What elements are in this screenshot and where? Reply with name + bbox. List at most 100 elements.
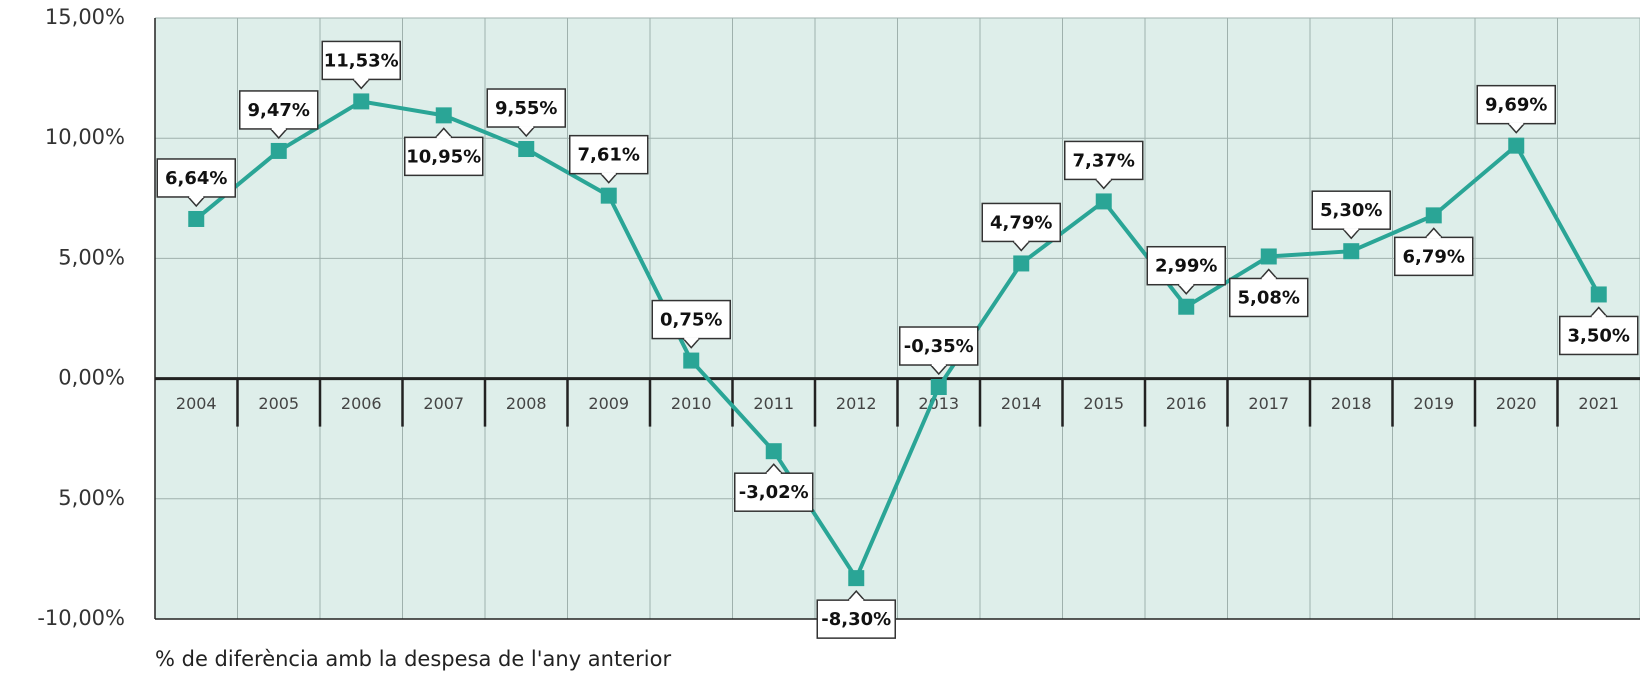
data-point (848, 570, 865, 587)
data-point (1095, 193, 1112, 210)
label-box (569, 134, 649, 175)
value-label-box: 6,64% (156, 158, 236, 208)
x-tick-label: 2018 (1331, 394, 1372, 413)
value-label-box: -8,30% (816, 590, 896, 639)
data-point (518, 141, 535, 158)
label-box (1394, 236, 1474, 277)
label-pointer (187, 196, 205, 208)
value-label: -3,02% (739, 482, 809, 503)
caption: % de diferència amb la despesa de l'any … (155, 647, 671, 671)
label-box (1064, 140, 1144, 181)
data-point (1013, 255, 1030, 272)
data-point (1178, 298, 1195, 315)
value-label-box: 2,99% (1146, 245, 1226, 295)
value-label: -8,30% (821, 609, 891, 630)
data-point (600, 187, 617, 204)
label-pointer (600, 173, 618, 184)
x-tick-label: 2010 (671, 394, 712, 413)
y-tick-label: 15,00% (45, 5, 125, 29)
data-point (353, 93, 370, 110)
value-label-box: 7,37% (1064, 140, 1144, 190)
label-pointer (352, 78, 370, 90)
value-label-box: 3,50% (1559, 306, 1639, 356)
y-tick-label: -10,00% (37, 606, 125, 630)
x-tick-label: 2011 (753, 394, 794, 413)
value-label: 0,75% (660, 310, 722, 331)
label-box (404, 136, 484, 177)
x-tick-label: 2020 (1496, 394, 1537, 413)
value-label-box: 9,47% (239, 90, 319, 140)
data-point (765, 443, 782, 460)
y-tick-label: 10,00% (45, 125, 125, 149)
label-box (1476, 84, 1556, 125)
x-tick-label: 2005 (258, 394, 299, 413)
value-label: -0,35% (904, 336, 974, 357)
value-label: 10,95% (406, 146, 481, 167)
label-box (899, 326, 979, 366)
value-label-box: 11,53% (321, 40, 401, 90)
y-tick-label: 0,00% (58, 366, 125, 390)
data-point (1590, 286, 1607, 303)
series-line (194, 99, 1601, 581)
label-box (1146, 245, 1226, 286)
data-point (1508, 137, 1525, 154)
label-pointer (1342, 228, 1360, 240)
label-pointer (517, 126, 535, 138)
value-label: 5,30% (1320, 200, 1382, 221)
value-label-box: 5,08% (1229, 268, 1309, 318)
x-tick-label: 2013 (918, 394, 959, 413)
data-point (188, 210, 205, 227)
label-pointer (1425, 227, 1443, 238)
x-tick-label: 2008 (506, 394, 547, 413)
y-tick-label: 5,00% (58, 245, 125, 269)
value-label: 9,69% (1485, 95, 1547, 116)
x-tick-label: 2019 (1413, 394, 1454, 413)
value-label: 5,08% (1238, 287, 1300, 308)
label-box (1229, 277, 1309, 318)
value-label: 7,37% (1073, 150, 1135, 171)
data-point (930, 379, 947, 396)
value-label: 4,79% (990, 212, 1052, 233)
data-point (1343, 243, 1360, 260)
data-point (1425, 207, 1442, 224)
x-tick-label: 2012 (836, 394, 877, 413)
label-pointer (930, 364, 948, 376)
value-label: 6,79% (1403, 246, 1465, 267)
data-point (435, 107, 452, 124)
label-box (734, 472, 814, 512)
label-box (486, 88, 566, 128)
value-label-box: -3,02% (734, 463, 814, 512)
value-label-box: 7,61% (569, 134, 649, 184)
label-pointer (1507, 123, 1525, 134)
value-label-box: 0,75% (651, 299, 731, 349)
value-label-box: 5,30% (1311, 190, 1391, 240)
value-label-box: 6,79% (1394, 227, 1474, 277)
x-tick-label: 2007 (423, 394, 464, 413)
x-tick-label: 2016 (1166, 394, 1207, 413)
data-point (683, 352, 700, 369)
value-label: 3,50% (1568, 325, 1630, 346)
label-pointer (1260, 268, 1278, 279)
x-tick-label: 2009 (588, 394, 629, 413)
label-box (239, 90, 319, 130)
label-pointer (847, 590, 865, 601)
label-pointer (435, 127, 453, 138)
x-tick-label: 2021 (1578, 394, 1619, 413)
label-box (651, 299, 731, 340)
value-label-box: 9,55% (486, 88, 566, 138)
value-label: 6,64% (165, 168, 227, 189)
value-label: 9,47% (248, 100, 310, 121)
label-pointer (1012, 240, 1030, 252)
value-label-box: 4,79% (981, 202, 1061, 252)
value-label: 2,99% (1155, 256, 1217, 277)
label-pointer (270, 128, 288, 140)
value-label-box: 10,95% (404, 127, 484, 177)
label-pointer (765, 463, 783, 474)
data-point (270, 142, 287, 159)
value-label-box: -0,35% (899, 326, 979, 376)
x-tick-label: 2006 (341, 394, 382, 413)
value-label-box: 9,69% (1476, 84, 1556, 134)
label-pointer (1590, 306, 1608, 317)
y-tick-label: 5,00% (58, 486, 125, 510)
